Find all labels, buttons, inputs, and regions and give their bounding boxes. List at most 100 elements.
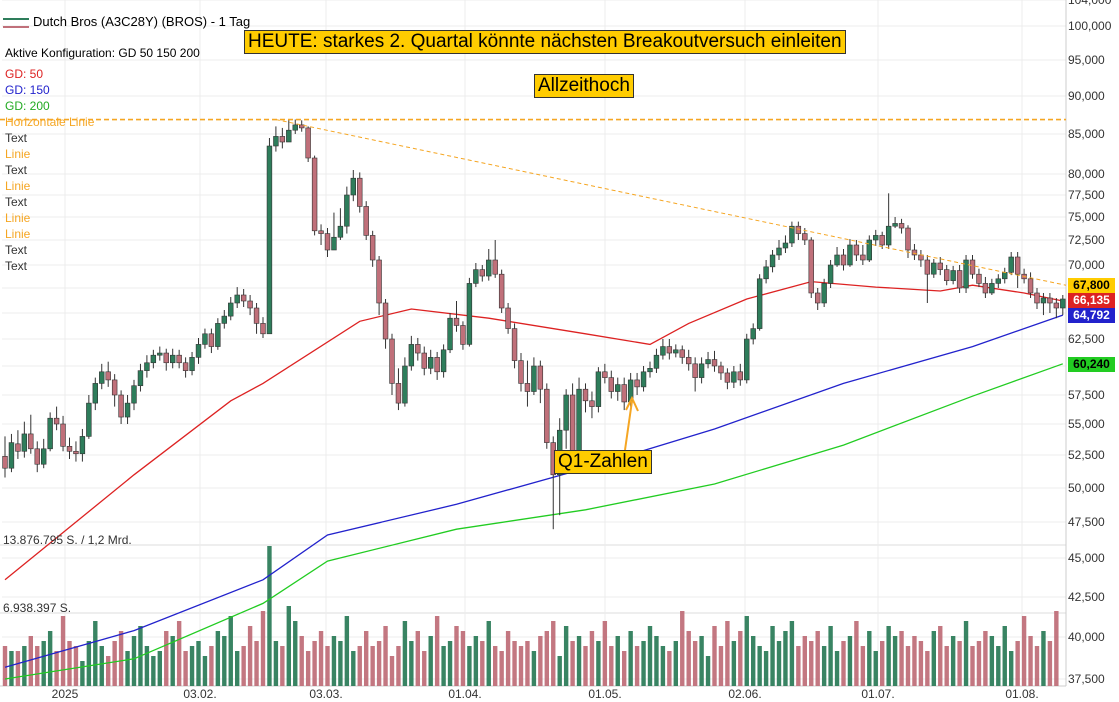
candle-body — [1060, 298, 1066, 309]
volume-bar — [570, 641, 575, 686]
volume-bar — [22, 646, 27, 686]
volume-bar — [286, 606, 291, 686]
candle-body — [840, 254, 847, 266]
candle-body — [995, 278, 1002, 284]
volume-bar — [628, 631, 633, 686]
volume-bar — [305, 651, 311, 686]
legend-gd200: GD: 200 — [5, 99, 50, 113]
candle-body — [1014, 256, 1021, 275]
candle-body — [53, 417, 60, 425]
candle-body — [369, 235, 376, 261]
volume-bar — [86, 641, 92, 686]
y-tick-label: 90,000 — [1068, 89, 1105, 103]
candle-body — [621, 384, 627, 403]
candle-body — [602, 371, 608, 378]
candle-body — [956, 270, 963, 289]
candle-body — [60, 423, 66, 447]
candle-body — [440, 349, 447, 373]
y-tick-label: 55,000 — [1068, 417, 1105, 431]
candle-body — [544, 388, 550, 443]
volume-bar — [505, 631, 511, 686]
volume-bar — [1034, 646, 1040, 686]
volume-bar — [654, 636, 659, 686]
volume-bar — [151, 656, 156, 686]
candle-body — [402, 365, 408, 404]
candle-body — [202, 333, 208, 345]
candle-body — [563, 394, 569, 431]
legend-item: Linie — [5, 227, 31, 241]
volume-bar — [1047, 641, 1053, 686]
candle-body — [853, 244, 860, 256]
candle-body — [795, 225, 802, 234]
candle-body — [389, 338, 395, 384]
x-tick-label: 01.04. — [448, 687, 481, 701]
legend-item: Text — [5, 163, 28, 177]
legend-item: Text — [5, 131, 28, 145]
candle-body — [1040, 297, 1047, 304]
candle-body — [898, 223, 905, 229]
volume-bar — [544, 631, 549, 686]
candle-body — [305, 127, 311, 159]
candle-body — [208, 333, 215, 347]
volume-bar — [1054, 611, 1059, 686]
q1-annotation: Q1-Zahlen — [554, 450, 652, 474]
volume-bar — [899, 631, 904, 686]
candle-body — [105, 371, 111, 381]
volume-bar — [376, 641, 382, 686]
candle-body — [834, 254, 840, 266]
candle-body — [479, 269, 485, 277]
candle-body — [524, 383, 531, 392]
candle-body — [215, 323, 221, 347]
y-tick-label: 75,000 — [1068, 210, 1105, 224]
legend-item: Linie — [5, 211, 31, 225]
candle-body — [8, 442, 15, 469]
candle-body — [324, 233, 331, 251]
candle-body — [195, 344, 202, 358]
candle-body — [776, 247, 782, 256]
ma200-line — [4, 363, 1064, 680]
volume-bar — [467, 646, 472, 686]
candle-body — [589, 400, 595, 407]
candle-body — [170, 354, 176, 364]
candle-body — [685, 357, 692, 365]
legend-item: Text — [5, 195, 28, 209]
volume-bar — [1009, 651, 1014, 686]
candle-body — [421, 352, 427, 369]
volume-bar — [118, 631, 124, 686]
candle-body — [647, 368, 653, 373]
candle-body — [814, 292, 821, 304]
candle-body — [718, 365, 724, 374]
volume-bar — [783, 631, 788, 686]
candle-body — [518, 360, 524, 384]
candle-body — [434, 357, 440, 373]
volume-bar — [828, 626, 833, 686]
candle-body — [2, 456, 8, 469]
headline-annotation: HEUTE: starkes 2. Quartal könnte nächste… — [244, 30, 846, 54]
volume-bar — [596, 641, 601, 686]
volume-max-label: 13.876.795 S. / 1,2 Mrd. — [3, 533, 132, 547]
candle-body — [744, 338, 750, 381]
volume-bar — [80, 661, 85, 686]
volume-bar — [705, 656, 711, 686]
candlesticks — [2, 119, 1066, 530]
candle-body — [266, 145, 273, 335]
candle-body — [937, 262, 943, 270]
volume-bar — [622, 651, 627, 686]
candle-body — [711, 359, 718, 367]
candle-body — [150, 354, 157, 364]
volume-bar — [770, 626, 775, 686]
ma50-line — [4, 280, 1063, 581]
volume-bar — [202, 656, 208, 686]
y-axis-labels: 37,500 40,000 42,500 45,000 47,500 50,000 52,5… — [1068, 0, 1112, 686]
y-tick-label: 40,000 — [1068, 630, 1105, 644]
candle-body — [344, 194, 350, 227]
volume-bar — [176, 621, 182, 686]
candle-body — [228, 302, 234, 317]
volume-bar — [447, 641, 453, 686]
candle-body — [653, 354, 660, 369]
y-tick-label: 70,000 — [1068, 258, 1105, 272]
q1-arrow-head-icon — [625, 395, 639, 412]
volume-bar — [454, 626, 459, 686]
candle-body — [885, 225, 892, 246]
